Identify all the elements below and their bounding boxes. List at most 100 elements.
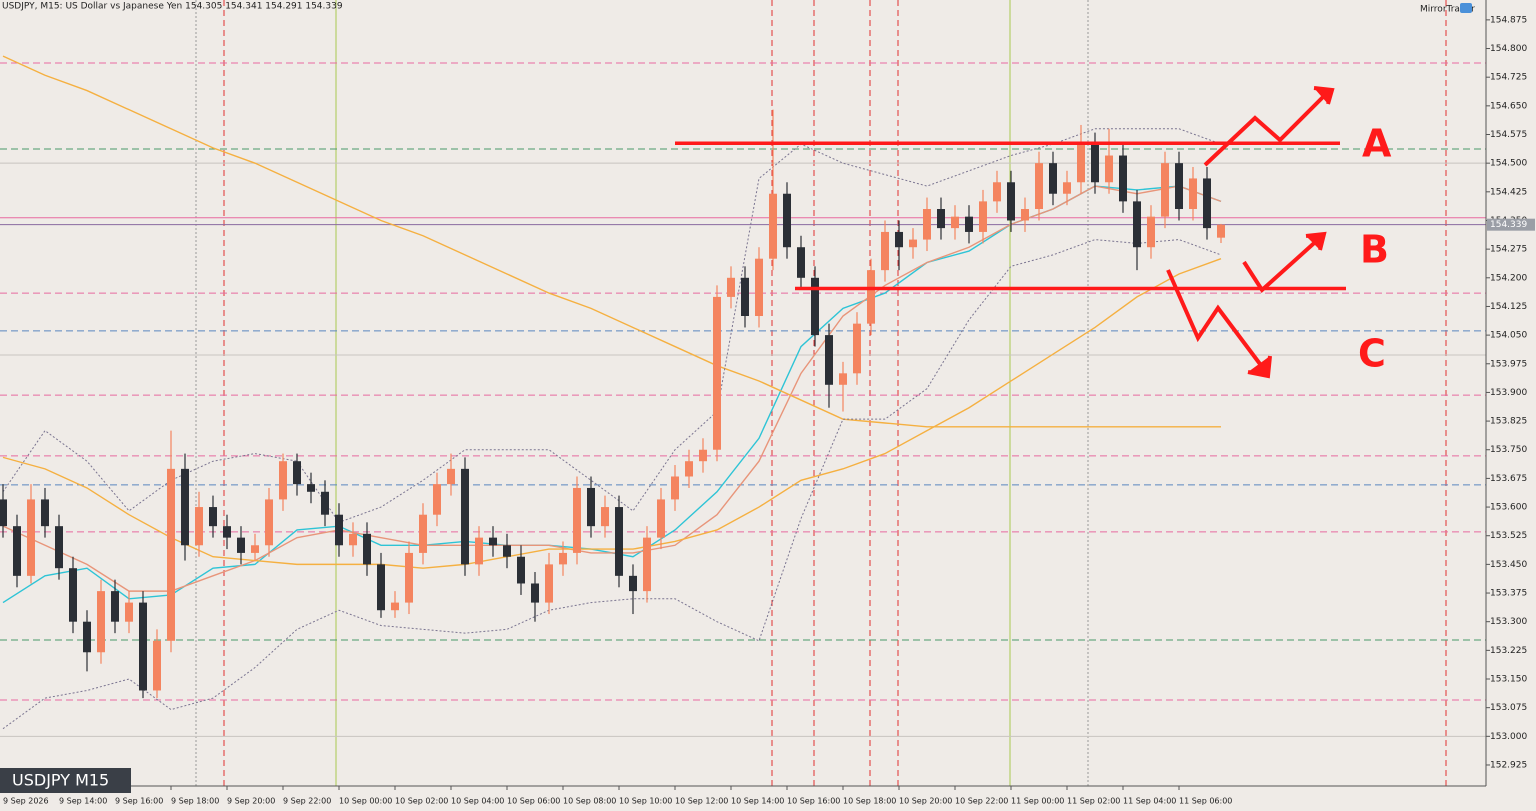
price-tag: 154.339 xyxy=(1490,220,1527,230)
candle-body xyxy=(167,468,175,641)
candle-body xyxy=(1175,163,1183,210)
y-tick-label: 153.225 xyxy=(1490,646,1527,656)
candle-body xyxy=(279,461,287,500)
x-tick-label: 10 Sep 04:00 xyxy=(451,797,504,806)
candle-body xyxy=(13,526,21,576)
candle-body xyxy=(153,640,161,691)
arrow-head xyxy=(1247,355,1272,379)
arrow-head xyxy=(1305,231,1327,251)
candle-body xyxy=(97,591,105,653)
candle-body xyxy=(489,537,497,546)
indicators xyxy=(2,55,1222,730)
x-tick-label: 9 Sep 2026 xyxy=(3,797,49,806)
candle-body xyxy=(1133,201,1141,248)
candle-body xyxy=(727,277,735,297)
candle-body xyxy=(1035,163,1043,210)
candle-body xyxy=(55,526,63,569)
candle-body xyxy=(461,468,469,565)
candle-body xyxy=(783,193,791,248)
y-tick-label: 154.200 xyxy=(1490,273,1527,283)
candle-body xyxy=(881,231,889,271)
candle-body xyxy=(825,335,833,385)
y-tick-label: 154.875 xyxy=(1490,15,1527,25)
candle-body xyxy=(391,602,399,611)
candle-body xyxy=(321,491,329,515)
candle-body xyxy=(181,468,189,546)
brand: MirrorTrader xyxy=(1420,5,1475,15)
candle-body xyxy=(1091,144,1099,183)
candle-body xyxy=(1077,144,1085,183)
y-tick-label: 152.925 xyxy=(1490,760,1527,770)
x-tick-label: 10 Sep 02:00 xyxy=(395,797,448,806)
candles xyxy=(0,109,1225,699)
x-tick-label: 10 Sep 12:00 xyxy=(675,797,728,806)
x-tick-label: 11 Sep 06:00 xyxy=(1179,797,1232,806)
candle-body xyxy=(923,209,931,240)
annotation-label: B xyxy=(1360,228,1389,272)
candle-body xyxy=(951,216,959,229)
candle-body xyxy=(615,507,623,576)
price-tag-bg xyxy=(1487,218,1535,231)
candle-body xyxy=(335,514,343,546)
candle-body xyxy=(531,583,539,603)
candle-body xyxy=(629,575,637,592)
y-tick-label: 153.525 xyxy=(1490,531,1527,541)
candle-body xyxy=(405,552,413,603)
x-tick-label: 11 Sep 00:00 xyxy=(1011,797,1064,806)
candle-body xyxy=(0,499,7,527)
x-tick-label: 9 Sep 14:00 xyxy=(59,797,107,806)
candle-body xyxy=(867,270,875,324)
candle-body xyxy=(1105,155,1113,183)
x-tick-label: 10 Sep 14:00 xyxy=(731,797,784,806)
candle-body xyxy=(251,545,259,553)
candle-body xyxy=(699,449,707,462)
x-tick-label: 11 Sep 02:00 xyxy=(1067,797,1120,806)
x-tick-label: 10 Sep 00:00 xyxy=(339,797,392,806)
candle-body xyxy=(195,507,203,546)
candle-body xyxy=(223,526,231,538)
candle-body xyxy=(1063,182,1071,194)
candle-body xyxy=(601,507,609,527)
candle-body xyxy=(853,323,861,374)
arrow-head xyxy=(1313,86,1335,105)
x-tick-label: 10 Sep 20:00 xyxy=(899,797,952,806)
candle-body xyxy=(573,487,581,553)
time-axis: 9 Sep 2026 9 Sep 14:00 9 Sep 16:00 9 Sep 18… xyxy=(2,786,1232,806)
indicator-line xyxy=(2,185,1222,592)
candle-body xyxy=(433,484,441,515)
annotations: A B C xyxy=(675,86,1392,379)
x-tick-label: 10 Sep 18:00 xyxy=(843,797,896,806)
candle-body xyxy=(293,461,301,485)
y-tick-label: 153.300 xyxy=(1490,617,1527,627)
candle-body xyxy=(671,476,679,500)
y-tick-label: 154.575 xyxy=(1490,130,1527,140)
y-tick-label: 154.125 xyxy=(1490,302,1527,312)
candle-body xyxy=(1161,163,1169,217)
price-axis: 154.875 154.800 154.725 154.650 154.575 154.5… xyxy=(1486,15,1535,770)
annotation-label: C xyxy=(1358,332,1386,376)
candle-body xyxy=(937,209,945,229)
candle-body xyxy=(83,621,91,653)
y-tick-label: 153.600 xyxy=(1490,503,1527,513)
y-tick-label: 154.725 xyxy=(1490,73,1527,83)
indicator-line xyxy=(2,258,1222,569)
indicator-line xyxy=(2,239,1222,730)
y-tick-label: 153.675 xyxy=(1490,474,1527,484)
candle-body xyxy=(741,277,749,317)
candle-body xyxy=(909,239,917,248)
candle-body xyxy=(797,247,805,278)
candle-body xyxy=(69,568,77,622)
candle-body xyxy=(265,499,273,546)
candle-body xyxy=(377,564,385,611)
candle-body xyxy=(419,514,427,553)
x-tick-label: 10 Sep 16:00 xyxy=(787,797,840,806)
x-tick-label: 9 Sep 18:00 xyxy=(171,797,219,806)
x-tick-label: 10 Sep 06:00 xyxy=(507,797,560,806)
candle-body xyxy=(363,533,371,565)
candle-body xyxy=(895,231,903,248)
y-tick-label: 154.275 xyxy=(1490,245,1527,255)
candle-body xyxy=(1119,155,1127,202)
indicator-line xyxy=(2,128,1222,523)
candle-body xyxy=(447,468,455,485)
